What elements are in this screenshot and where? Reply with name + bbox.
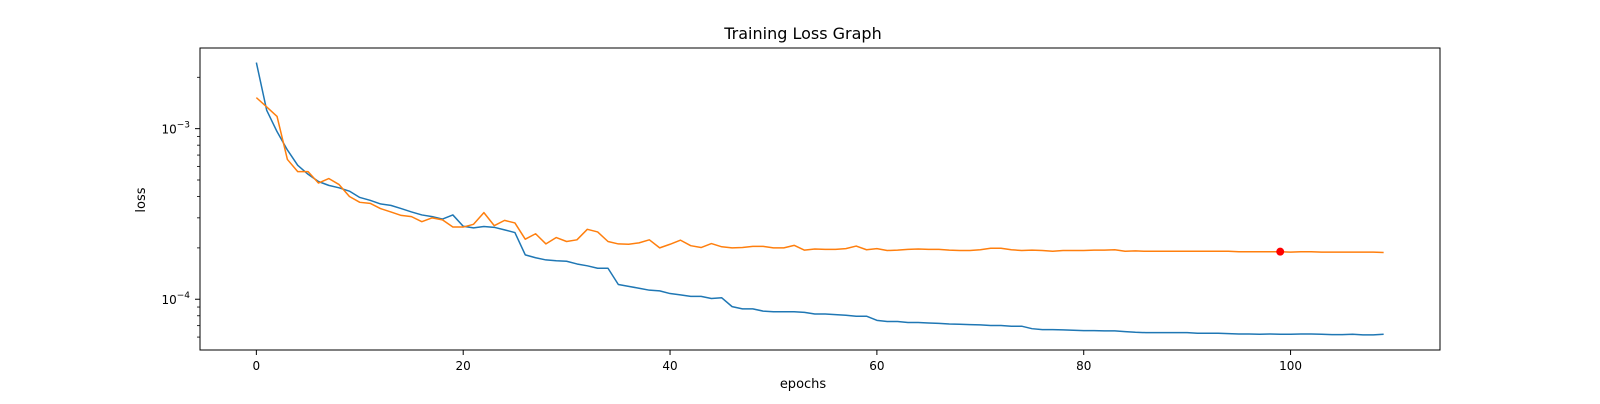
- x-axis-label: epochs: [780, 377, 827, 392]
- x-tick-label: 40: [662, 359, 677, 373]
- marker-layer: [1276, 247, 1285, 256]
- series-line-2: [255, 97, 1384, 254]
- x-tick-label: 100: [1279, 359, 1302, 373]
- y-tick-label-base: 10: [161, 293, 176, 307]
- y-axis-label: loss: [134, 187, 149, 212]
- y-tick-label: 10−4: [161, 291, 190, 307]
- y-tick-label-exponent: −4: [177, 291, 191, 301]
- plot-area-frame: [199, 47, 1441, 351]
- series-layer: [255, 62, 1384, 336]
- highlight-point: [1276, 247, 1285, 256]
- x-ticks: 0 20 40 60 80 100: [253, 350, 1302, 373]
- y-tick-label-exponent: −3: [177, 121, 190, 131]
- chart-title: Training Loss Graph: [723, 24, 881, 43]
- y-tick-label-base: 10: [161, 123, 176, 137]
- x-tick-label: 0: [253, 359, 261, 373]
- y-ticks: 10−310−4: [161, 76, 200, 338]
- x-tick-label: 60: [869, 359, 884, 373]
- x-tick-label: 20: [456, 359, 471, 373]
- y-tick-label: 10−3: [161, 121, 190, 137]
- x-tick-label: 80: [1076, 359, 1091, 373]
- series-line-1: [255, 62, 1384, 336]
